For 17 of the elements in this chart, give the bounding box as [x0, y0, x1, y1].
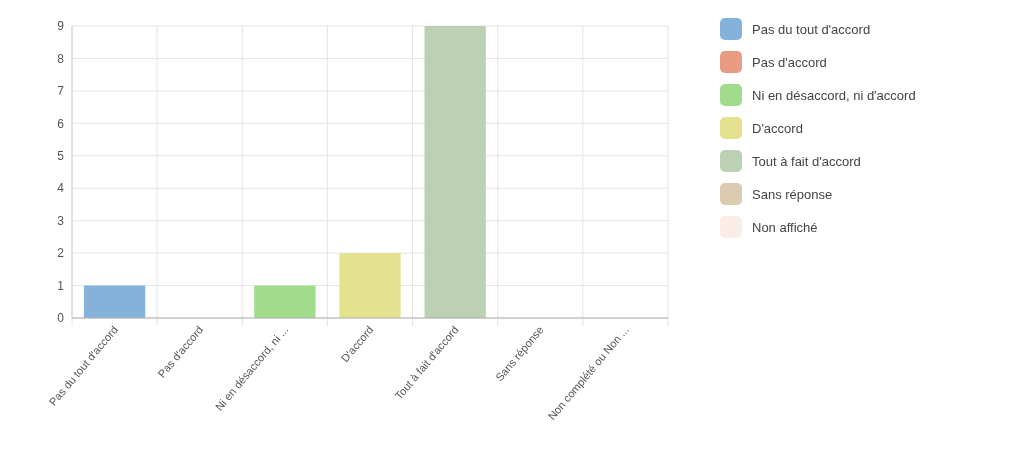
legend-label: Tout à fait d'accord [752, 153, 861, 169]
y-tick-label: 0 [57, 311, 65, 326]
legend-label: Ni en désaccord, ni d'accord [752, 87, 916, 103]
legend-label: Pas d'accord [752, 54, 827, 70]
y-tick-label: 4 [57, 181, 65, 196]
legend-label: Non affiché [752, 219, 818, 235]
y-tick-label: 5 [57, 148, 65, 163]
y-tick-label: 3 [57, 213, 65, 228]
legend-label: D'accord [752, 120, 803, 136]
y-tick-label: 7 [57, 84, 65, 99]
y-tick-label: 9 [57, 19, 65, 34]
y-tick-label: 6 [57, 116, 65, 131]
y-tick-label: 2 [57, 246, 65, 261]
legend-label: Pas du tout d'accord [752, 21, 871, 37]
y-tick-label: 1 [57, 278, 65, 293]
y-tick-label: 8 [57, 51, 65, 66]
legend-label: Sans réponse [752, 186, 833, 202]
